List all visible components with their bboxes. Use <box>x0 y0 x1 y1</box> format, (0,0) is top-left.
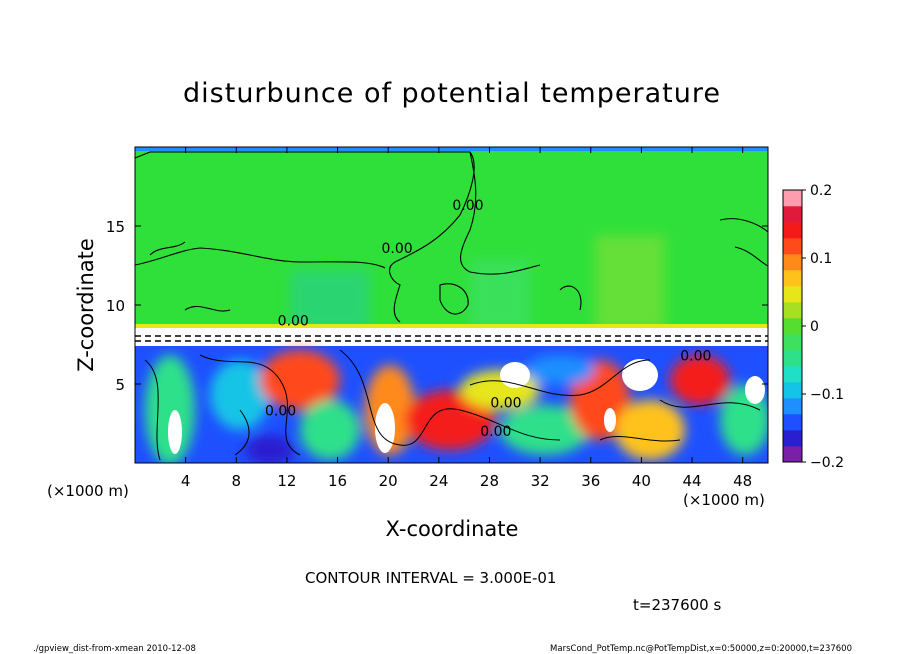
colorbar-segment <box>783 206 802 223</box>
colorbar-segment <box>783 302 802 319</box>
y-tick-label: 10 <box>106 297 125 315</box>
colorbar: 0.2 0.1 0 −0.1 −0.2 <box>783 183 844 471</box>
colorbar-tick-label: 0.2 <box>810 183 832 199</box>
contour-interval: CONTOUR INTERVAL = 3.000E-01 <box>305 569 556 587</box>
white-cores <box>168 359 765 454</box>
lower-contours <box>144 349 761 461</box>
colorbar-segment <box>783 254 802 271</box>
colorbar-tick-label: 0.1 <box>810 251 832 267</box>
x-tick-label: 12 <box>277 472 296 490</box>
x-tick-label: 44 <box>682 472 701 490</box>
boundary-yellow <box>135 324 768 328</box>
boundary-dashes <box>135 335 768 342</box>
x-tick-label: 4 <box>181 472 191 490</box>
colorbar-segment <box>783 446 802 463</box>
x-unit-right: (×1000 m) <box>683 491 765 509</box>
x-tick-label: 32 <box>531 472 550 490</box>
y-tick-label: 5 <box>115 376 125 394</box>
contour-label: 0.00 <box>480 424 511 440</box>
colorbar-segment <box>783 334 802 351</box>
contour-label: 0.00 <box>278 314 309 330</box>
contour-label: 0.00 <box>381 241 412 257</box>
contour-label: 0.00 <box>680 348 711 364</box>
contour-label: 0.00 <box>265 404 296 420</box>
colorbar-frame <box>782 189 803 463</box>
y-axis: 5 10 15 <box>106 218 768 394</box>
y-tick-label: 15 <box>106 218 125 236</box>
colorbar-segment <box>783 414 802 431</box>
y-axis-label: Z-coordinate <box>74 238 98 372</box>
x-tick-label: 8 <box>232 472 242 490</box>
x-tick-label: 16 <box>328 472 347 490</box>
top-band <box>135 147 768 151</box>
colorbar-segment <box>783 366 802 383</box>
colorbar-segment <box>783 430 802 447</box>
chart-title: disturbunce of potential temperature <box>183 78 721 109</box>
upper-contours <box>135 151 768 323</box>
x-tick-label: 24 <box>429 472 448 490</box>
colorbar-segment <box>783 270 802 287</box>
colorbar-tick-label: 0 <box>810 319 819 335</box>
boundary-white <box>135 328 768 346</box>
colorbar-segment <box>783 286 802 303</box>
contour-label: 0.00 <box>452 198 483 214</box>
colorbar-segment <box>783 382 802 399</box>
x-tick-label: 40 <box>632 472 651 490</box>
time-label: t=237600 s <box>633 596 721 614</box>
x-tick-label: 48 <box>733 472 752 490</box>
x-unit-left: (×1000 m) <box>47 482 129 500</box>
colorbar-segment <box>783 222 802 239</box>
x-tick-label: 28 <box>480 472 499 490</box>
upper-field-shading <box>290 235 665 330</box>
colorbar-segment <box>783 190 802 207</box>
x-axis-label: X-coordinate <box>386 517 519 541</box>
colorbar-segment <box>783 398 802 415</box>
footer-right: MarsCond_PotTemp.nc@PotTempDist,x=0:5000… <box>550 644 852 654</box>
contour-label: 0.00 <box>490 396 521 412</box>
x-axis: 4 8 12 16 20 24 28 32 36 40 44 48 <box>181 147 752 490</box>
upper-field <box>135 147 768 330</box>
contour-labels: 0.00 0.00 0.00 0.00 0.00 0.00 0.00 <box>265 198 711 440</box>
colorbar-tick-label: −0.1 <box>810 387 844 403</box>
x-tick-label: 20 <box>379 472 398 490</box>
colorbar-segment <box>783 318 802 335</box>
x-tick-label: 36 <box>581 472 600 490</box>
colorbar-segment <box>783 350 802 367</box>
lower-field <box>135 346 768 463</box>
colorbar-tick-label: −0.2 <box>810 455 844 471</box>
plot-area <box>135 147 768 463</box>
colorbar-segment <box>783 238 802 255</box>
footer-left: ./gpview_dist-from-xmean 2010-12-08 <box>33 644 196 654</box>
